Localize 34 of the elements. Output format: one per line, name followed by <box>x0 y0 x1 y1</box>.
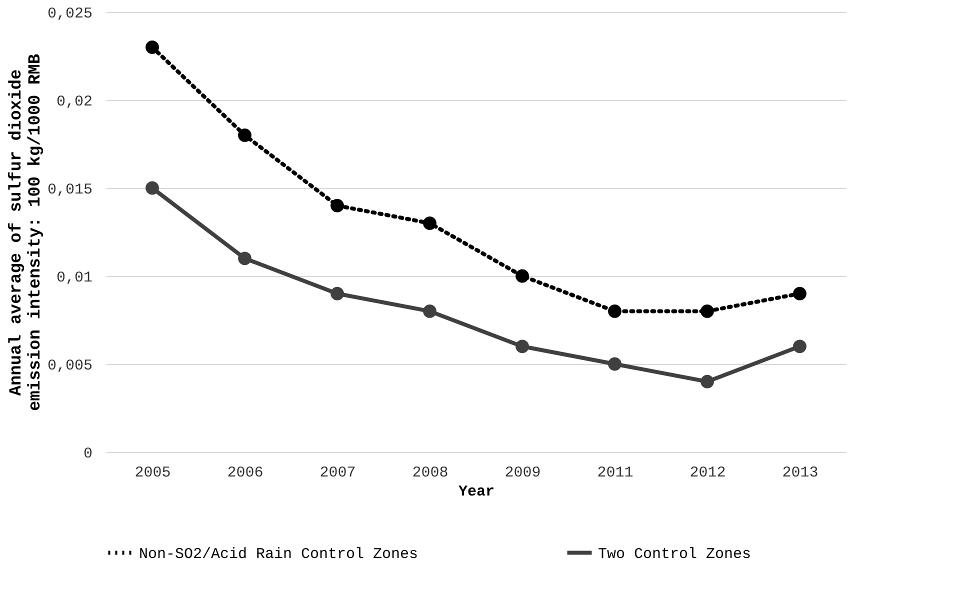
x-tick-label: 2011 <box>597 464 634 482</box>
point <box>330 286 344 300</box>
legend-label: Two Control Zones <box>598 546 752 563</box>
x-tick-label: 2012 <box>690 464 726 482</box>
point <box>423 304 436 318</box>
point <box>516 269 529 283</box>
x-tick-label: 2005 <box>134 464 171 482</box>
y-axis-title: Annual average of sulfur dioxide emission intensity: 100 kg/1000 RMB <box>7 54 46 412</box>
x-tick-label: 2009 <box>504 464 541 482</box>
point <box>423 216 436 230</box>
point <box>146 40 159 54</box>
point <box>793 340 806 354</box>
y-tick-label: 0,005 <box>47 358 92 374</box>
point <box>330 198 344 212</box>
point <box>238 252 252 266</box>
x-tick-label: 2013 <box>782 464 818 482</box>
point <box>793 286 806 300</box>
y-tick-label: 0 <box>83 446 92 462</box>
y-tick-label: 0,015 <box>47 182 92 198</box>
point <box>238 128 252 142</box>
x-tick-label: 2007 <box>320 464 356 482</box>
point <box>516 340 529 354</box>
point <box>146 181 159 195</box>
point <box>608 304 622 318</box>
y-tick-label: 0,02 <box>56 94 92 110</box>
point <box>700 374 714 388</box>
point <box>700 304 714 318</box>
x-tick-label: 2006 <box>227 464 264 482</box>
y-tick-label: 0,01 <box>56 270 92 286</box>
x-axis-title: Year <box>458 484 495 500</box>
y-tick-label: 0,025 <box>47 6 92 22</box>
legend-label: Non-SO2/Acid Rain Control Zones <box>139 546 418 563</box>
x-tick-label: 2008 <box>412 464 448 482</box>
point <box>608 357 622 371</box>
